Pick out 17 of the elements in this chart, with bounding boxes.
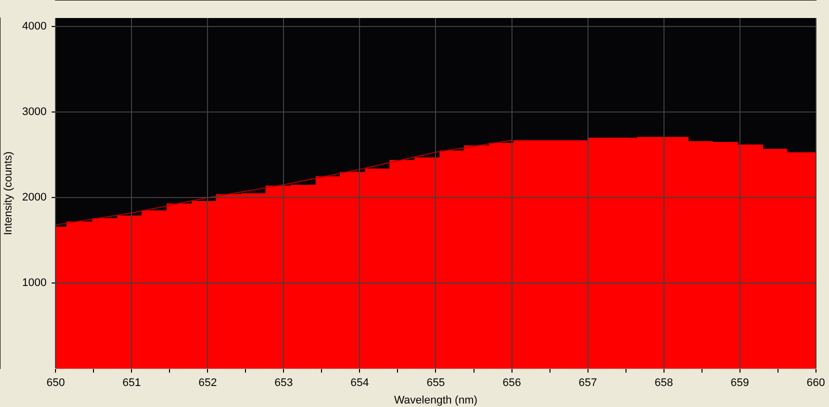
- x-tick-label: 654: [350, 377, 369, 390]
- x-tick-label: 655: [426, 377, 445, 390]
- y-tick-label: 4000: [22, 20, 47, 33]
- x-tick-label: 651: [122, 377, 141, 390]
- y-tick-label: 2000: [22, 192, 47, 204]
- x-tick-label: 657: [578, 377, 597, 390]
- x-tick-label: 653: [274, 377, 293, 390]
- y-tick-label: 3000: [22, 106, 47, 118]
- x-axis-title: Wavelength (nm): [394, 394, 478, 406]
- x-tick-label: 656: [502, 377, 521, 390]
- x-tick-label: 660: [806, 377, 826, 390]
- x-tick-label: 659: [730, 377, 749, 390]
- x-tick-label: 650: [46, 377, 65, 390]
- x-tick-label: 658: [654, 377, 673, 390]
- x-tick-label: 652: [198, 377, 217, 390]
- y-tick-label: 1000: [22, 277, 47, 290]
- y-axis-title: Intensity (counts): [2, 151, 15, 236]
